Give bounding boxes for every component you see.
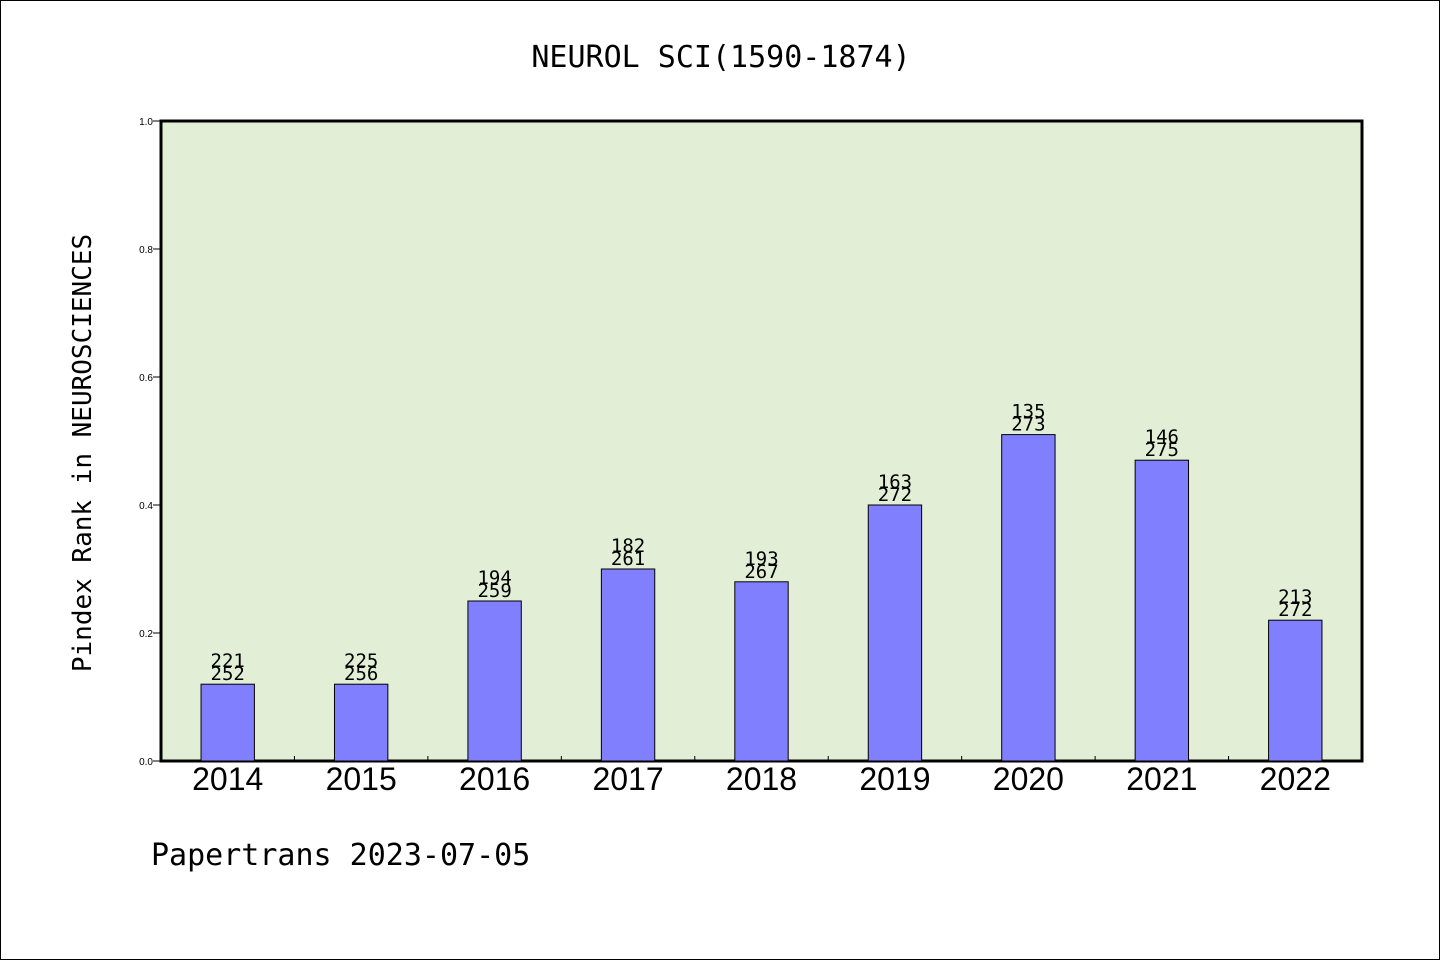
- bar-2016: [467, 600, 522, 762]
- bar-rank-label: 135: [1011, 401, 1045, 423]
- bar-rank-label: 221: [211, 650, 245, 672]
- x-tick-label: 2015: [326, 761, 397, 797]
- bar-rank-label: 225: [344, 650, 378, 672]
- x-tick-label: 2022: [1260, 761, 1331, 797]
- x-tick-label: 2014: [192, 761, 263, 797]
- y-tick-label: 0.8: [139, 245, 153, 256]
- x-tick-label: 2019: [859, 761, 930, 797]
- footer-credit: Papertrans 2023-07-05: [151, 838, 530, 873]
- bar-rank-label: 163: [878, 471, 912, 493]
- bar-rank-label: 193: [744, 548, 778, 570]
- bar-total-label: 252: [211, 663, 245, 685]
- bar-2019: [867, 504, 923, 762]
- bar-total-label: 272: [1278, 599, 1312, 621]
- bar-2020: [1001, 434, 1056, 762]
- y-tick-label: 0.0: [139, 757, 153, 768]
- y-tick-label: 0.6: [139, 373, 153, 384]
- x-axis-ticks: [293, 756, 1230, 761]
- bar-rank-label: 213: [1278, 586, 1312, 608]
- bar-2015: [333, 683, 389, 762]
- bar-total-label: 275: [1145, 439, 1179, 461]
- y-tick-label: 0.2: [139, 629, 153, 640]
- bar-total-label: 267: [744, 561, 778, 583]
- bar-total-label: 256: [344, 663, 378, 685]
- bar-series: [200, 434, 1323, 762]
- bar-2022: [1268, 619, 1323, 762]
- bar-2018: [734, 581, 789, 762]
- x-tick-label: 2020: [993, 761, 1064, 797]
- y-axis-ticks: 0.0 0.2 0.4 0.6 0.8 1.0: [139, 117, 161, 768]
- x-tick-label: 2018: [726, 761, 797, 797]
- chart-title: NEUROL SCI(1590-1874): [531, 40, 910, 75]
- bar-total-label: 261: [611, 548, 645, 570]
- x-tick-label: 2016: [459, 761, 530, 797]
- bar-rank-label: 182: [611, 535, 645, 557]
- bar-2017: [600, 568, 656, 762]
- x-tick-label: 2021: [1126, 761, 1197, 797]
- x-tick-label: 2017: [592, 761, 663, 797]
- y-tick-label: 0.4: [139, 501, 153, 512]
- bar-total-label: 273: [1011, 414, 1045, 436]
- y-tick-label: 1.0: [139, 117, 153, 128]
- bar-2021: [1134, 459, 1190, 762]
- bar-total-label: 259: [477, 580, 511, 602]
- bar-rank-label: 194: [477, 567, 511, 589]
- x-axis-tick-labels: 2014 2015 2016 2017 2018 2019 2020 2021 2022: [192, 761, 1331, 797]
- y-axis-label: Pindex Rank in NEUROSCIENCES: [68, 234, 98, 672]
- bar-rank-label: 146: [1145, 426, 1179, 448]
- bar-total-label: 272: [878, 484, 912, 506]
- bar-2014: [200, 683, 255, 762]
